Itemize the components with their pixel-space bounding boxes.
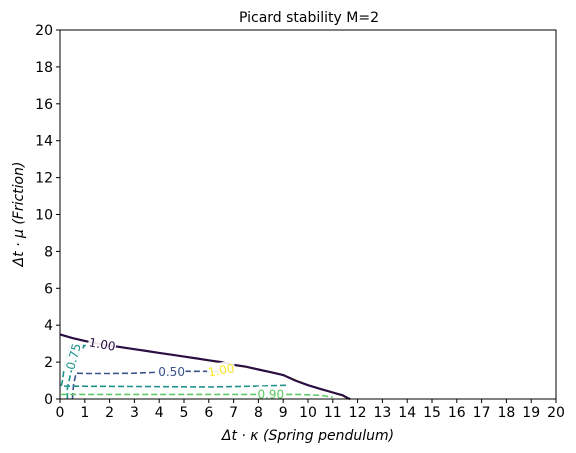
x-tick-label: 15 bbox=[423, 405, 441, 421]
x-tick-label: 2 bbox=[105, 405, 114, 421]
contour-line-0.75 bbox=[60, 344, 289, 399]
y-tick-label: 14 bbox=[35, 134, 53, 150]
contour-label: 0.50 bbox=[158, 365, 185, 379]
plot-frame bbox=[59, 29, 557, 400]
chart-title: Picard stability M=2 bbox=[239, 10, 379, 26]
y-tick-label: 8 bbox=[44, 244, 53, 260]
x-tick-label: 5 bbox=[180, 405, 189, 421]
x-tick-label: 0 bbox=[56, 405, 65, 421]
y-tick-label: 6 bbox=[44, 281, 53, 297]
x-tick-label: 10 bbox=[299, 405, 317, 421]
contour-label: 1.00 bbox=[207, 361, 236, 379]
y-tick-label: 18 bbox=[35, 60, 53, 76]
x-tick-label: 14 bbox=[398, 405, 416, 421]
y-tick-label: 0 bbox=[44, 392, 53, 408]
contour-label-bg bbox=[256, 386, 285, 401]
x-tick-label: 3 bbox=[130, 405, 139, 421]
x-tick-label: 4 bbox=[155, 405, 164, 421]
contour-line-0.50 bbox=[71, 370, 234, 400]
x-tick-label: 19 bbox=[522, 405, 540, 421]
contour-label-bg bbox=[206, 360, 237, 379]
contour-line-0.90 bbox=[61, 393, 333, 398]
x-tick-label: 20 bbox=[547, 405, 565, 421]
y-tick-label: 20 bbox=[35, 23, 53, 39]
contour-label-bg bbox=[87, 334, 118, 353]
contour-label: 0.90 bbox=[257, 387, 284, 401]
y-tick-label: 16 bbox=[35, 97, 53, 113]
y-tick-label: 2 bbox=[44, 355, 53, 371]
y-tick-label: 10 bbox=[35, 208, 53, 224]
contour-label: 0.75 bbox=[63, 342, 83, 371]
x-tick-label: 17 bbox=[473, 405, 491, 421]
y-tick-label: 12 bbox=[35, 171, 53, 187]
y-axis-label: Δt · μ (Friction) bbox=[11, 162, 27, 268]
x-tick-label: 12 bbox=[349, 405, 367, 421]
y-axis: 0 2 4 6 8 10 12 14 16 18 20 bbox=[35, 23, 60, 408]
contour-label: 1.00 bbox=[88, 335, 117, 353]
contour-label-bg bbox=[62, 340, 84, 372]
contour-label-bg bbox=[157, 363, 186, 378]
x-tick-label: 8 bbox=[254, 405, 263, 421]
x-axis-label: Δt · κ (Spring pendulum) bbox=[221, 428, 394, 444]
x-tick-label: 6 bbox=[204, 405, 213, 421]
x-tick-label: 1 bbox=[80, 405, 89, 421]
x-tick-label: 9 bbox=[279, 405, 288, 421]
x-tick-label: 13 bbox=[373, 405, 391, 421]
y-tick-label: 4 bbox=[44, 318, 53, 334]
x-tick-label: 7 bbox=[229, 405, 238, 421]
x-tick-label: 11 bbox=[324, 405, 342, 421]
x-tick-label: 16 bbox=[448, 405, 466, 421]
plot-area: 1.00 1.00 0.50 0.75 0.90 bbox=[59, 333, 351, 401]
x-axis: 0 1 2 3 4 5 6 7 8 9 10 11 12 13 14 15 16 17 18 19 20 bbox=[56, 399, 565, 421]
x-tick-label: 18 bbox=[497, 405, 515, 421]
